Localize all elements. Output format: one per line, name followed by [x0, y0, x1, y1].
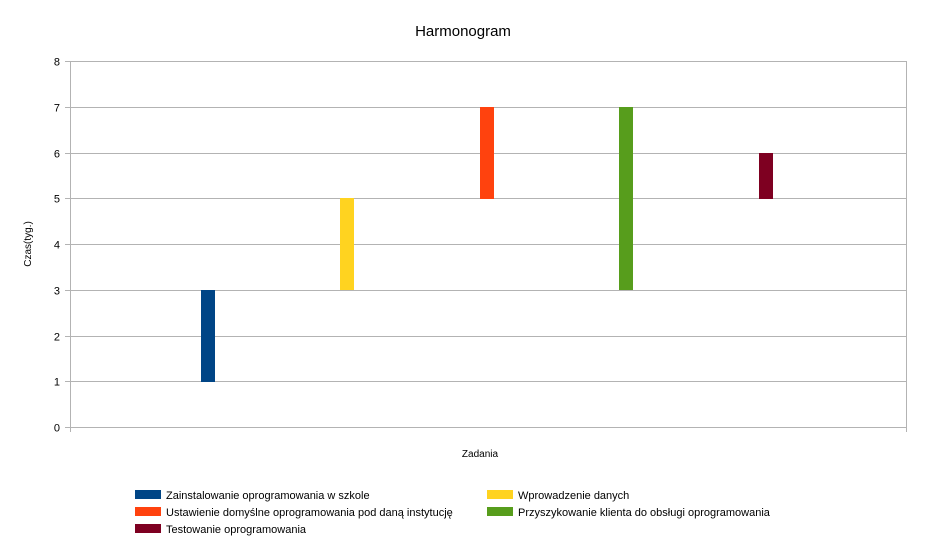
y-tick-label: 8 [54, 57, 60, 69]
legend-label-2: Wprowadzenie danych [518, 490, 629, 502]
legend-swatch-5 [135, 524, 161, 533]
legend-label-1: Zainstalowanie oprogramowania w szkole [166, 490, 370, 502]
bar-5 [759, 153, 773, 199]
bar-1 [201, 290, 215, 382]
legend-label-5: Testowanie oprogramowania [166, 524, 307, 536]
legend-swatch-4 [487, 507, 513, 516]
chart-title: Harmonogram [415, 23, 511, 40]
bar-4 [619, 107, 633, 290]
y-tick-labels: 0 1 2 3 4 5 6 7 8 [54, 57, 60, 435]
legend-swatch-1 [135, 490, 161, 499]
y-tick-label: 7 [54, 103, 60, 115]
legend-swatch-3 [135, 507, 161, 516]
legend-label-4: Przyszykowanie klienta do obsługi oprogr… [518, 507, 771, 519]
legend: Zainstalowanie oprogramowania w szkole Wp… [135, 490, 771, 536]
y-tick-label: 0 [54, 423, 60, 435]
y-tick-label: 1 [54, 377, 60, 389]
bar-2 [340, 198, 354, 290]
y-tick-label: 2 [54, 332, 60, 344]
y-tick-label: 5 [54, 194, 60, 206]
y-tick-label: 4 [54, 240, 60, 252]
legend-label-3: Ustawienie domyślne oprogramowania pod d… [166, 507, 453, 519]
y-tick-label: 6 [54, 149, 60, 161]
bar-layer [201, 107, 773, 382]
y-tick-label: 3 [54, 286, 60, 298]
bar-3 [480, 107, 494, 199]
plot-frame [70, 61, 907, 428]
y-axis-title: Czas(tyg.) [23, 221, 34, 267]
legend-swatch-2 [487, 490, 513, 499]
x-axis-title: Zadania [462, 449, 499, 460]
